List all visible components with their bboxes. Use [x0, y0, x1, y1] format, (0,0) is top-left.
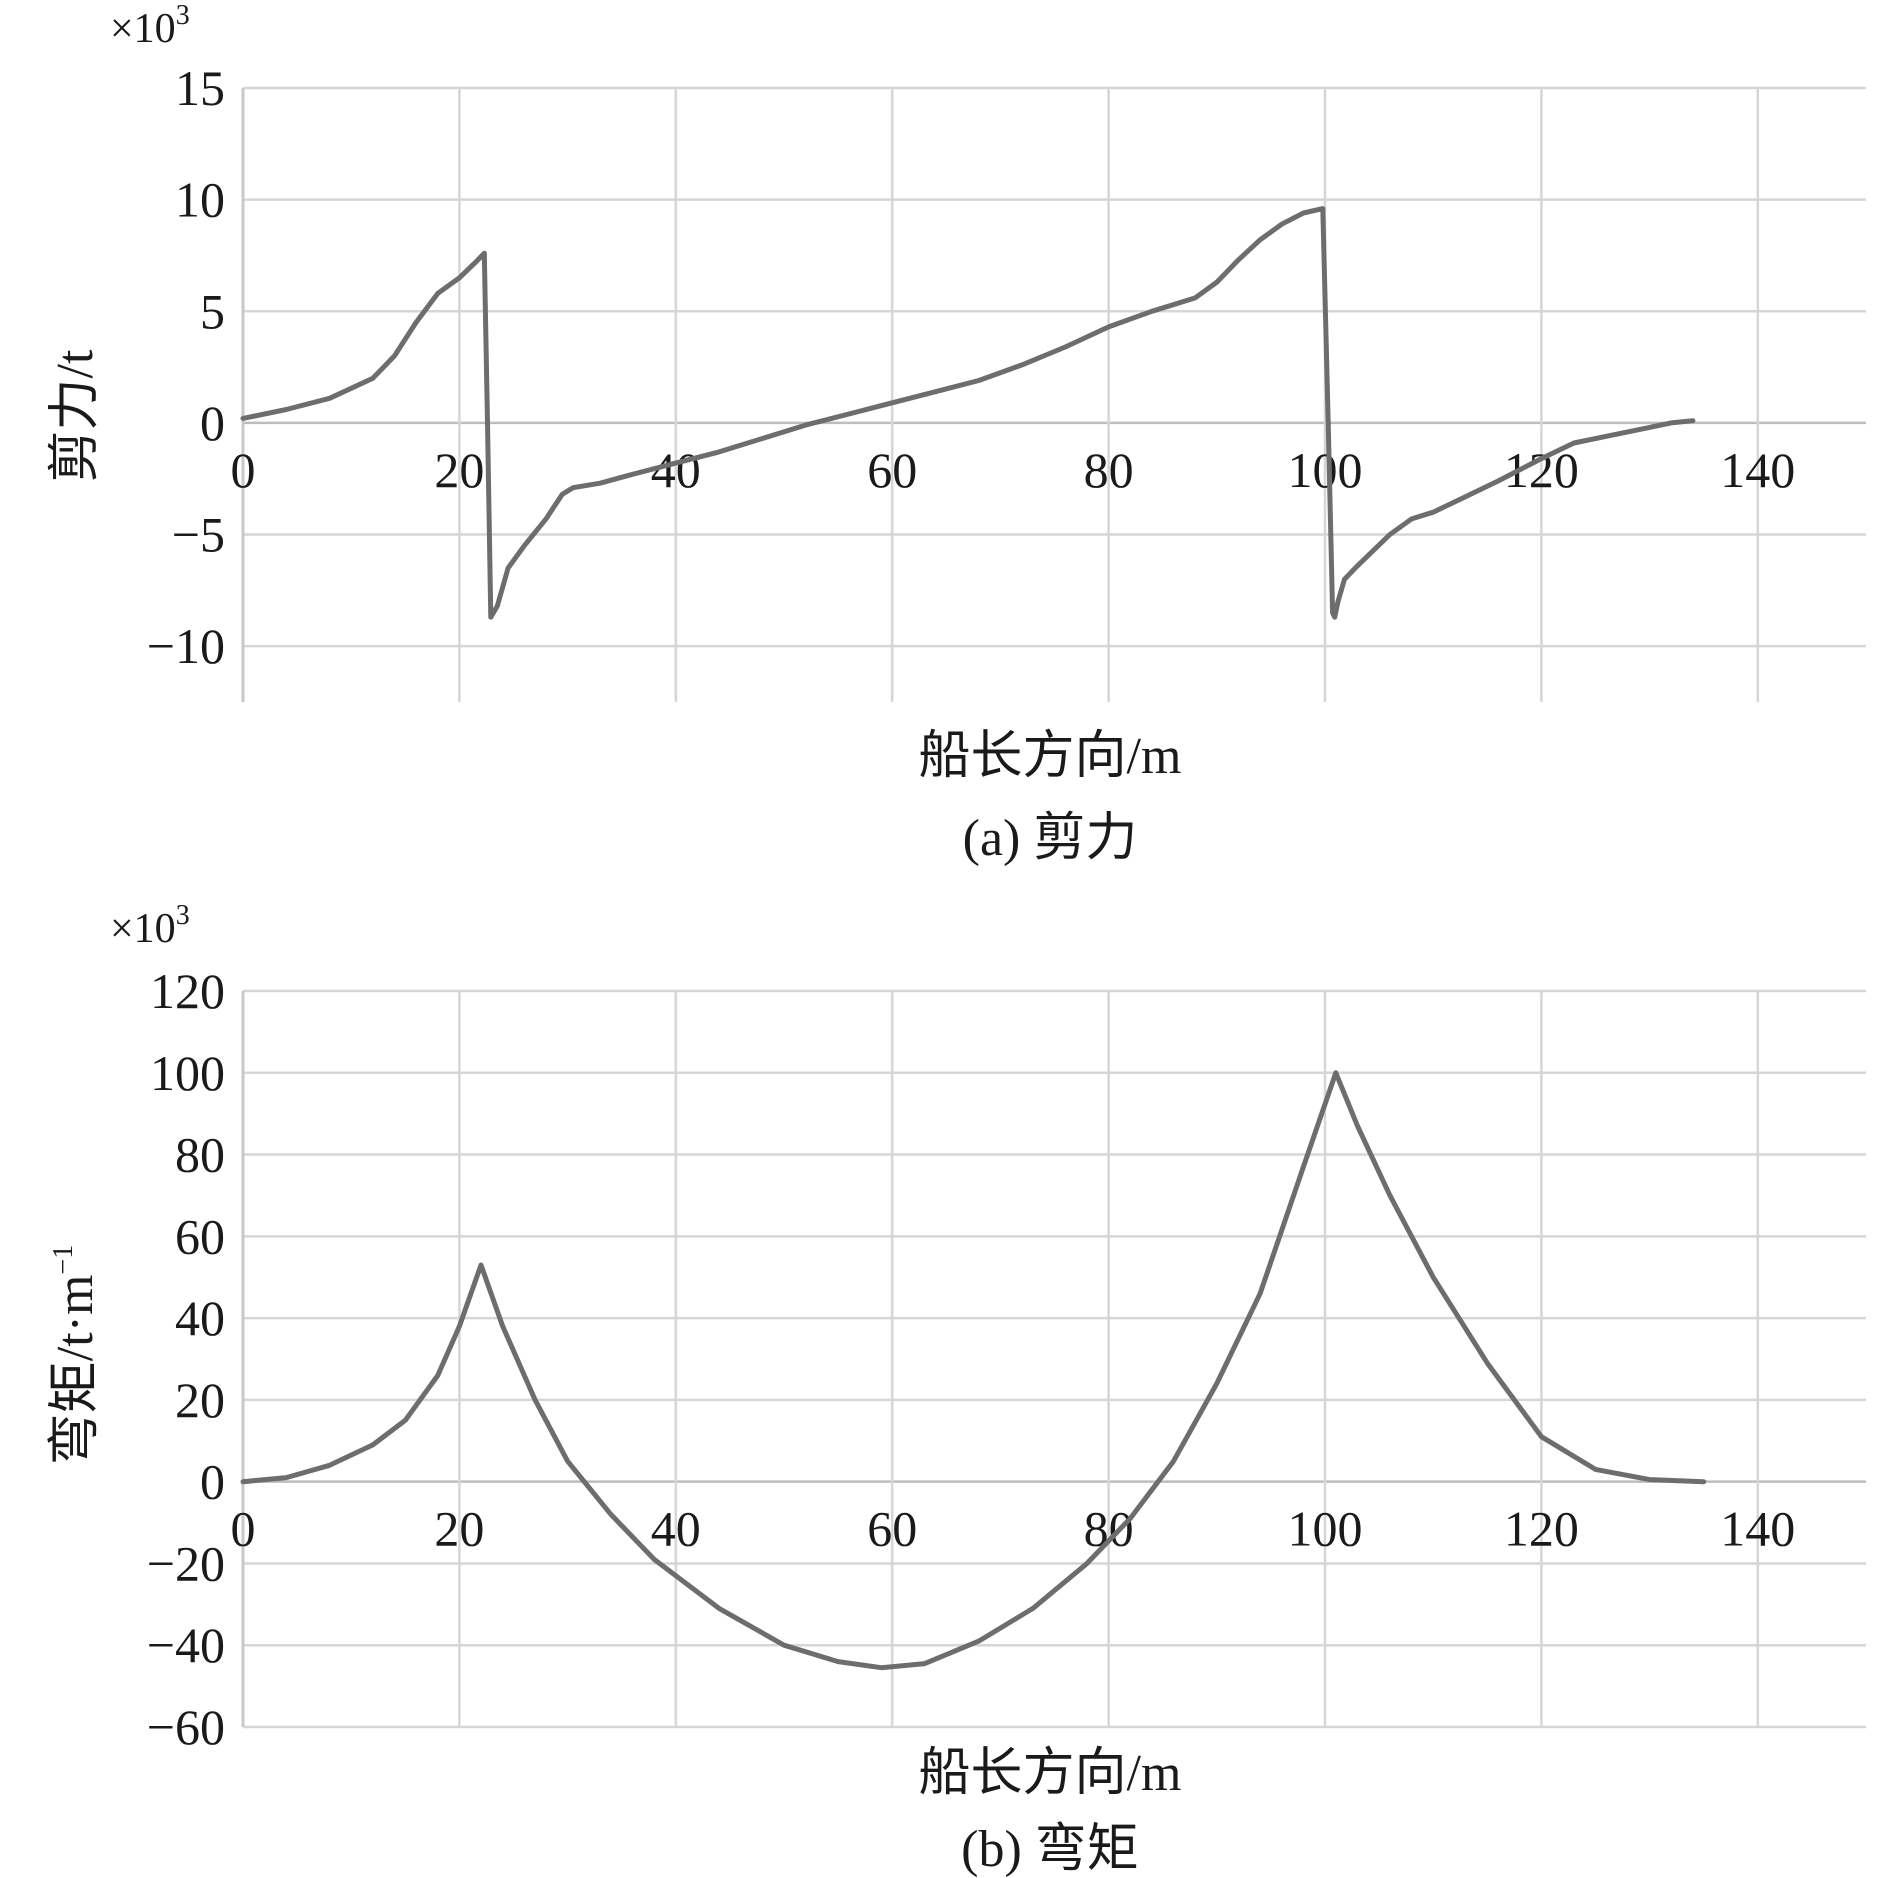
b-x-tick-label: 100 [1288, 1501, 1363, 1557]
a-x-tick-label: 20 [434, 442, 484, 498]
shear-grid [241, 86, 1866, 702]
a-x-tick-label: 100 [1288, 442, 1363, 498]
a-x-tick-label: 0 [231, 442, 256, 498]
b-x-tick-label: 20 [434, 1501, 484, 1557]
a-y-tick-label: −5 [172, 507, 225, 563]
a-x-tick-label: 60 [867, 442, 917, 498]
b-y-tick-label: 40 [175, 1290, 225, 1346]
shear-series-line [240, 206, 1696, 620]
shear-y-multiplier: ×103 [110, 0, 190, 52]
moment-y-label: 弯矩/t·m−1 [46, 1245, 104, 1465]
b-y-tick-label: 20 [175, 1372, 225, 1428]
b-y-tick-label: −60 [147, 1699, 225, 1755]
b-x-tick-label: 140 [1720, 1501, 1795, 1557]
b-x-tick-label: 40 [651, 1501, 701, 1557]
a-y-tick-label: 5 [200, 283, 225, 339]
a-y-tick-label: −10 [147, 618, 225, 674]
shear-x-label: 船长方向/m [919, 728, 1182, 785]
b-x-tick-label: 0 [231, 1501, 256, 1557]
b-y-tick-label: 80 [175, 1127, 225, 1183]
moment-y-multiplier: ×103 [110, 900, 190, 952]
a-y-tick-label: 10 [175, 172, 225, 228]
moment-x-ticks: 0 20 40 60 80 100 120 140 [231, 1501, 1796, 1557]
a-x-tick-label: 140 [1720, 442, 1795, 498]
shear-y-ticks: −10 −5 0 5 10 15 [147, 60, 225, 674]
b-y-tick-label: −20 [147, 1535, 225, 1591]
b-y-tick-label: −40 [147, 1617, 225, 1673]
a-y-tick-label: 15 [175, 60, 225, 116]
moment-grid [241, 989, 1866, 1729]
b-y-tick-label: 120 [150, 963, 225, 1019]
shear-y-label: 剪力/t [47, 349, 104, 482]
moment-caption: (b) 弯矩 [961, 1820, 1139, 1878]
b-y-tick-label: 60 [175, 1208, 225, 1264]
moment-series-line [240, 1070, 1707, 1671]
moment-y-ticks: −60 −40 −20 0 20 40 60 80 100 120 [147, 963, 225, 1755]
b-x-tick-label: 60 [867, 1501, 917, 1557]
shear-caption: (a) 剪力 [963, 810, 1138, 867]
a-y-tick-label: 0 [200, 395, 225, 451]
b-x-tick-label: 80 [1084, 1501, 1134, 1557]
b-y-tick-label: 0 [200, 1454, 225, 1510]
moment-x-label: 船长方向/m [919, 1745, 1182, 1802]
shear-x-ticks: 0 20 40 60 80 100 120 140 [231, 442, 1796, 498]
a-x-tick-label: 80 [1084, 442, 1134, 498]
b-x-tick-label: 120 [1504, 1501, 1579, 1557]
b-y-tick-label: 100 [150, 1045, 225, 1101]
